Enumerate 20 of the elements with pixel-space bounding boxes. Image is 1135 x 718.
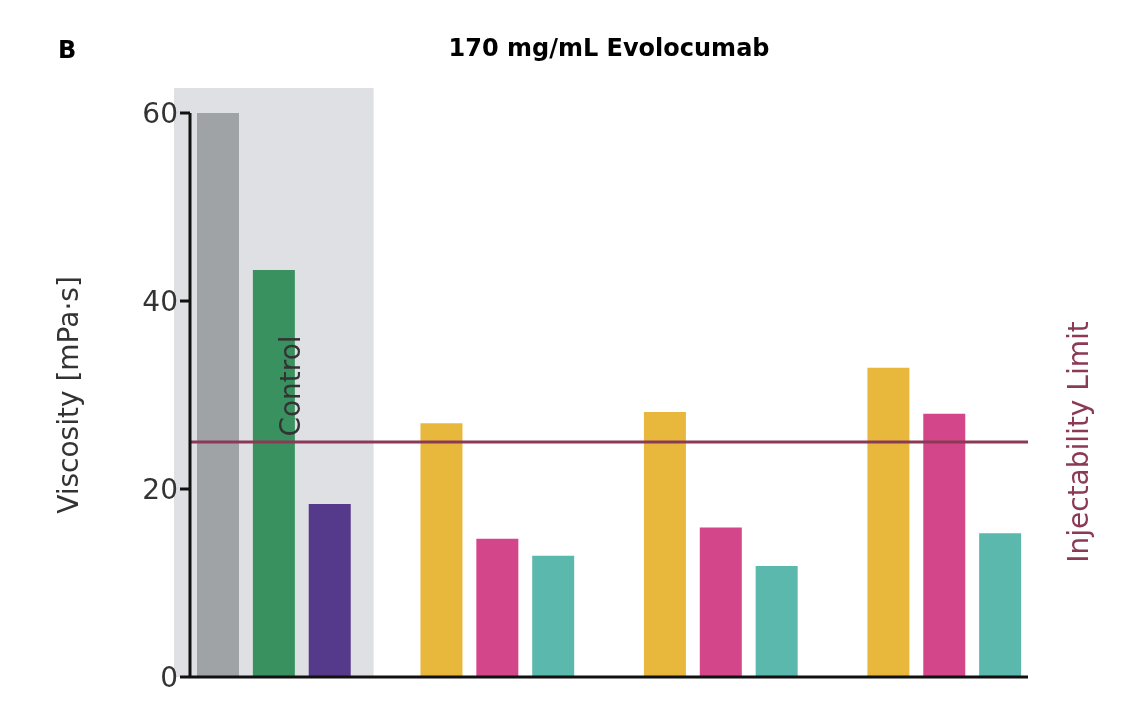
y-tick-label: 20 bbox=[142, 472, 178, 506]
bar bbox=[532, 555, 575, 677]
bar bbox=[308, 504, 351, 677]
bar bbox=[197, 113, 239, 677]
bar bbox=[755, 566, 798, 677]
bar bbox=[923, 413, 966, 677]
y-tick-label: 0 bbox=[160, 660, 178, 694]
text: B bbox=[58, 36, 77, 64]
bar bbox=[476, 538, 519, 677]
y-tick-label: 60 bbox=[142, 96, 178, 130]
annotation: Control bbox=[273, 335, 307, 437]
y-axis-title: Viscosity [mPa·s] bbox=[51, 276, 85, 514]
y-tick-label: 40 bbox=[142, 284, 178, 318]
bar bbox=[643, 411, 686, 677]
bar bbox=[420, 423, 463, 677]
bar bbox=[979, 533, 1022, 677]
bar bbox=[699, 527, 742, 677]
ref-line-label: Injectability Limit bbox=[1062, 321, 1095, 563]
chart-title: 170 mg/mL Evolocumab bbox=[447, 34, 771, 62]
bar bbox=[867, 367, 910, 677]
